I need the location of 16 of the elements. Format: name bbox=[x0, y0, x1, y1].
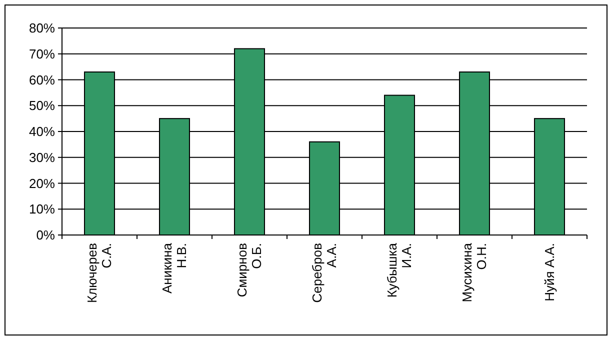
y-tick-label: 10% bbox=[28, 202, 56, 217]
x-tick-label: Нуйя А.А. bbox=[542, 243, 558, 302]
x-tick-label: Кубышка И.А. bbox=[384, 242, 414, 298]
y-tick-label: 50% bbox=[28, 98, 56, 114]
x-tick-label: Серебров А.А. bbox=[309, 242, 340, 303]
x-tick-label: Аникина Н.В. bbox=[159, 242, 190, 294]
y-tick-label: 0% bbox=[36, 228, 56, 243]
x-tick-label: Ключерев С.А. bbox=[84, 242, 114, 303]
y-tick-label: 40% bbox=[28, 124, 56, 140]
y-tick-label: 30% bbox=[28, 150, 56, 165]
x-tick-label: Мусихина О.Н. bbox=[459, 242, 490, 302]
y-tick-label: 20% bbox=[28, 176, 56, 191]
y-tick-label: 60% bbox=[28, 72, 56, 88]
y-tick-label: 80% bbox=[28, 20, 56, 36]
x-tick-label: Смирнов О.Б. bbox=[234, 242, 264, 298]
y-tick-label: 70% bbox=[28, 46, 56, 62]
